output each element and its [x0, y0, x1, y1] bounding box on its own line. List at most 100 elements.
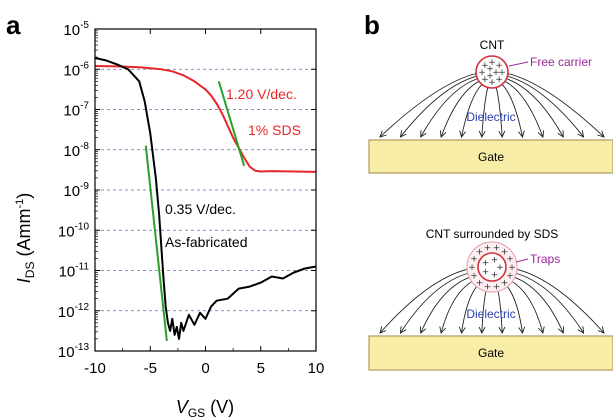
charge-plus: +: [488, 58, 496, 68]
charge-plus: +: [482, 258, 490, 268]
field-arrowhead: [419, 326, 427, 334]
field-line: [507, 73, 605, 138]
field-arrowhead: [498, 130, 506, 139]
charge-plus: +: [470, 254, 478, 264]
y-tick-label: 10-12: [58, 302, 90, 321]
field-arrowhead: [478, 130, 486, 139]
field-arrowhead: [439, 130, 447, 138]
charge-plus: +: [484, 244, 492, 254]
field-line: [514, 272, 584, 334]
free-carrier-label: Free carrier: [530, 55, 592, 69]
y-tick-label: 10-7: [63, 101, 89, 120]
field-arrowhead: [557, 130, 564, 138]
charge-plus: +: [481, 75, 489, 85]
chart-ticks: [94, 28, 317, 352]
field-arrowhead: [399, 130, 407, 138]
charge-plus: +: [468, 263, 476, 273]
charge-plus: +: [506, 272, 514, 282]
charge-plus: +: [478, 68, 486, 78]
x-axis-symbol: V: [176, 397, 190, 417]
y-tick-label: 10-6: [63, 60, 89, 79]
panel-a-label: a: [6, 10, 21, 40]
field-arrowhead: [458, 326, 466, 334]
charge-plus: +: [495, 75, 503, 85]
chart-fit-lines: [144, 81, 246, 342]
field-arrowhead: [577, 326, 585, 334]
x-tick-label: -10: [84, 360, 106, 377]
x-axis-subscript: GS: [188, 406, 205, 418]
field-line: [400, 272, 470, 334]
charge-plus: +: [506, 254, 514, 264]
fit-line: [144, 145, 168, 342]
charge-plus: +: [491, 255, 499, 265]
x-tick-label: 5: [257, 360, 265, 377]
gate-label-top: Gate: [478, 150, 504, 164]
y-axis-subscript: DS: [23, 262, 37, 279]
y-axis-superscript: -1: [14, 199, 26, 209]
annotation-black-label: As-fabricated: [165, 234, 247, 250]
x-tick-label: -5: [144, 360, 157, 377]
gate-electrode-bottom: [368, 335, 613, 371]
y-axis-close: ): [14, 193, 34, 199]
charge-plus: +: [482, 268, 490, 278]
field-arrowhead: [557, 326, 565, 334]
field-arrowhead: [379, 130, 387, 138]
charge-plus: +: [491, 271, 499, 281]
x-axis-title: VGS (V): [176, 397, 234, 418]
charge-plus: +: [486, 72, 494, 82]
chart-tick-labels: 10-1310-1210-1110-1010-910-810-710-610-5…: [58, 20, 324, 377]
field-arrowhead: [420, 130, 427, 138]
charge-plus: +: [476, 279, 484, 289]
annotation-black-slope: 0.35 V/dec.: [165, 201, 236, 217]
chart-series: [94, 57, 317, 340]
gate-electrode-top: [368, 139, 613, 174]
y-tick-label: 10-10: [58, 221, 90, 240]
field-line: [506, 75, 584, 138]
traps-label: Traps: [530, 252, 560, 266]
charge-plus: +: [493, 244, 501, 254]
annotation-red-slope: 1.20 V/dec.: [226, 86, 297, 102]
field-arrowhead: [478, 326, 486, 335]
field-arrowhead: [538, 326, 545, 334]
field-arrowhead: [577, 130, 585, 138]
y-tick-label: 10-9: [63, 181, 89, 200]
chart-gridlines: [95, 68, 316, 312]
y-tick-label: 10-13: [58, 342, 90, 361]
field-arrowhead: [518, 130, 525, 138]
field-line: [501, 79, 544, 138]
charge-plus: +: [492, 68, 500, 78]
field-line: [440, 79, 483, 138]
series-line: [94, 57, 317, 340]
field-line: [420, 275, 473, 334]
trap-charges: ++++++++++ + + ++++++ +: [468, 244, 516, 293]
field-line: [420, 77, 480, 138]
dielectric-label-top: Dielectric: [466, 110, 515, 124]
annotation-red-label: 1% SDS: [248, 122, 301, 138]
field-line: [400, 75, 478, 138]
field-line: [379, 268, 468, 334]
field-line: [516, 268, 605, 334]
diagram-cnt-sds: CNT surrounded by SDS Gate ++++++++++ + + +…: [368, 227, 613, 371]
field-arrowhead: [537, 130, 545, 138]
transfer-characteristics-chart: 10-1310-1210-1110-1010-910-810-710-610-5…: [14, 20, 324, 418]
y-axis-symbol: I: [14, 278, 34, 283]
field-line: [506, 278, 544, 334]
charge-plus: +: [481, 61, 489, 71]
gate-label-bottom: Gate: [478, 346, 504, 360]
field-line: [379, 73, 477, 138]
y-axis-title: IDS (Amm-1): [14, 193, 37, 283]
diagram-top-title: CNT: [480, 38, 505, 52]
free-carrier-charges: ++++++ + ++++: [478, 58, 506, 88]
charge-plus: +: [508, 263, 516, 273]
field-arrowhead: [439, 326, 446, 334]
free-carrier-pointer: [508, 61, 529, 67]
field-arrowhead: [379, 326, 387, 334]
dielectric-label-bottom: Dielectric: [466, 307, 515, 321]
y-tick-label: 10-11: [59, 262, 90, 281]
charge-plus: +: [501, 279, 509, 289]
field-lines-top: [379, 73, 605, 139]
field-arrowhead: [399, 326, 407, 334]
cnt-circle-bottom: [477, 252, 507, 282]
panel-b-label: b: [364, 10, 380, 40]
